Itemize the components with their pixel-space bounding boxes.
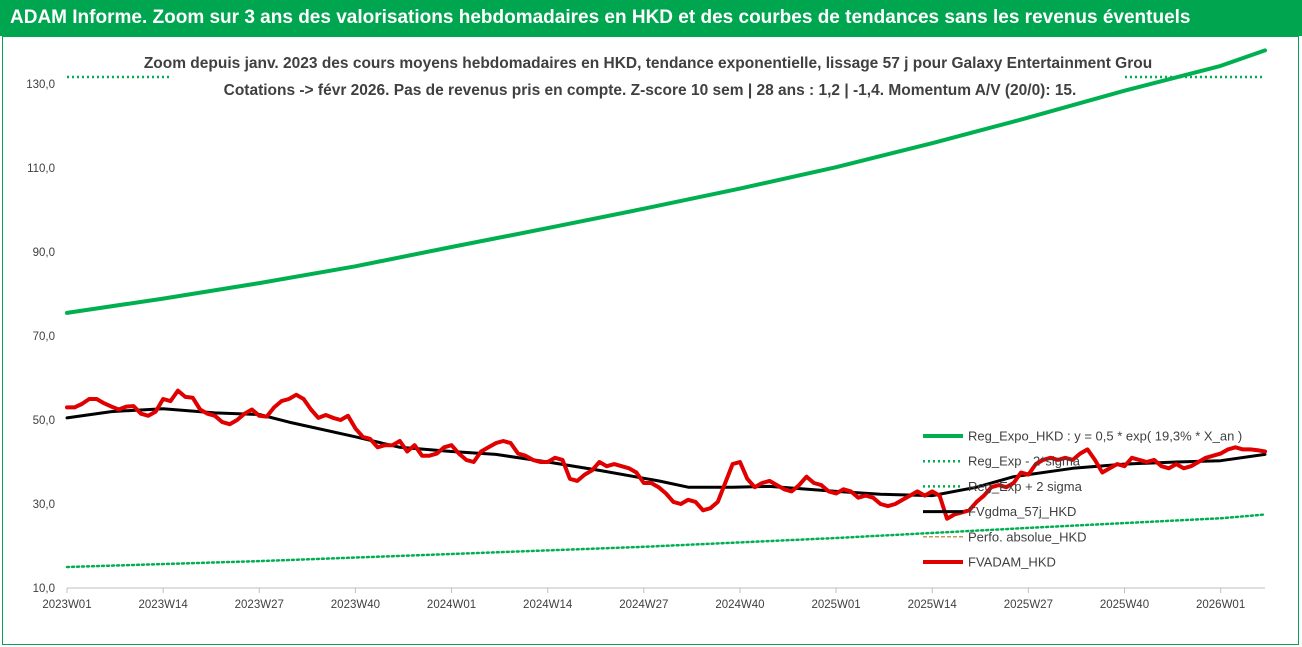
- x-tick-label: 2023W14: [139, 599, 189, 611]
- y-tick-label: 110,0: [27, 163, 55, 175]
- legend-label: FVgdma_57j_HKD: [968, 504, 1076, 519]
- chart-title-line2: Cotations -> févr 2026. Pas de revenus p…: [224, 82, 1077, 99]
- chart-title-line1: Zoom depuis janv. 2023 des cours moyens …: [144, 55, 1152, 72]
- y-tick-label: 90,0: [33, 247, 55, 259]
- legend-label: Reg_Expo_HKD : y = 0,5 * exp( 19,3% * X_…: [968, 429, 1242, 444]
- legend-label: FVADAM_HKD: [968, 555, 1056, 570]
- y-tick-label: 10,0: [33, 583, 55, 595]
- x-tick-label: 2024W14: [523, 599, 573, 611]
- chart-frame: Zoom depuis janv. 2023 des cours moyens …: [2, 36, 1299, 645]
- legend-label: Reg_Exp + 2 sigma: [968, 479, 1083, 494]
- x-tick-label: 2026W01: [1196, 599, 1245, 611]
- x-tick-label: 2025W01: [811, 599, 860, 611]
- legend: Reg_Expo_HKD : y = 0,5 * exp( 19,3% * X_…: [923, 429, 1242, 570]
- series-line-0: [65, 48, 1267, 315]
- series-line-5: [65, 388, 1267, 521]
- legend-label: Reg_Exp - 2*sigma: [968, 454, 1081, 469]
- x-tick-label: 2023W27: [235, 599, 284, 611]
- y-tick-label: 70,0: [33, 331, 55, 343]
- plot-area: [65, 48, 1267, 569]
- x-tick-label: 2025W14: [908, 599, 958, 611]
- series-line-1: [65, 513, 1267, 569]
- y-tick-label: 30,0: [33, 499, 55, 511]
- y-axis: 10,0 30,0 50,0 70,0 90,0 110,0 130,0: [26, 79, 55, 595]
- chart-svg: Zoom depuis janv. 2023 des cours moyens …: [26, 48, 1267, 611]
- y-tick-label: 50,0: [33, 415, 55, 427]
- x-tick-label: 2024W40: [715, 599, 764, 611]
- x-tick-label: 2025W27: [1004, 599, 1053, 611]
- x-tick-label: 2024W01: [427, 599, 476, 611]
- report-banner-title: ADAM Informe. Zoom sur 3 ans des valoris…: [0, 0, 1302, 36]
- y-tick-label: 130,0: [26, 79, 55, 91]
- x-axis: 2023W01 2023W14 2023W27 2023W40 2024W01 2024W…: [42, 587, 1265, 611]
- x-tick-label: 2023W01: [42, 599, 91, 611]
- legend-label: Perfo. absolue_HKD: [968, 529, 1087, 544]
- x-tick-label: 2025W40: [1100, 599, 1149, 611]
- x-tick-label: 2023W40: [331, 599, 380, 611]
- x-tick-label: 2024W27: [619, 599, 668, 611]
